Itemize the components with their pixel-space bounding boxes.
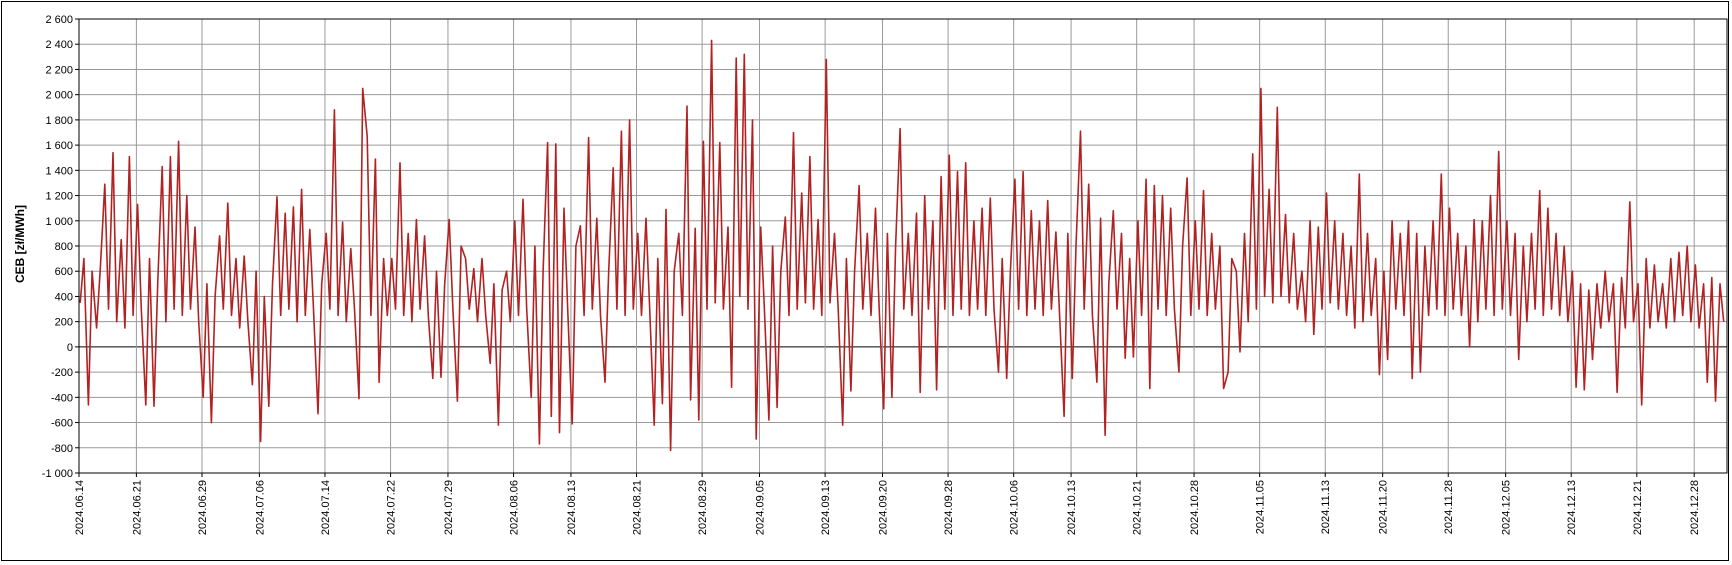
x-tick-label: 2024.11.20 xyxy=(1378,480,1390,534)
x-tick-label: 2024.06.29 xyxy=(197,480,209,535)
x-tick-label: 2024.12.13 xyxy=(1566,480,1578,535)
plot-area-border xyxy=(78,18,1728,474)
x-tick-label: 2024.06.21 xyxy=(131,480,143,535)
x-tick-label: 2024.12.05 xyxy=(1501,480,1513,535)
x-tick-label: 2024.11.13 xyxy=(1320,480,1332,534)
x-tick-label: 2024.10.13 xyxy=(1066,480,1078,535)
x-tick-label: 2024.07.22 xyxy=(386,480,398,535)
y-axis-label: CEB [zł/MWh] xyxy=(13,205,27,283)
x-tick-label: 2024.11.05 xyxy=(1255,480,1267,534)
series-layer xyxy=(79,39,1725,452)
x-tick-label: 2024.08.29 xyxy=(697,480,709,535)
y-tick-label: 1 400 xyxy=(45,165,73,177)
y-tick-label: 1 600 xyxy=(45,140,73,152)
x-tick-label: 2024.09.20 xyxy=(878,480,890,535)
x-tick-label: 2024.10.06 xyxy=(1009,480,1021,535)
series-line xyxy=(79,39,1725,452)
x-tick-label: 2024.09.13 xyxy=(820,480,832,535)
y-tick-label: -400 xyxy=(51,392,73,404)
y-tick-label: -600 xyxy=(51,418,73,430)
y-tick-label: -200 xyxy=(51,367,73,379)
x-tick-label: 2024.10.21 xyxy=(1132,480,1144,535)
x-tick-label: 2024.06.14 xyxy=(74,480,86,535)
y-axis-ticks: -1 000 -800 -600 -400 -200 0 200 400 600 800 1 000… xyxy=(42,14,79,480)
x-tick-label: 2024.11.28 xyxy=(1443,480,1455,534)
x-tick-label: 2024.07.14 xyxy=(320,480,332,535)
y-tick-label: 1 800 xyxy=(45,115,73,127)
x-tick-label: 2024.09.28 xyxy=(943,480,955,535)
y-tick-label: 1 200 xyxy=(45,191,73,203)
y-tick-label: 800 xyxy=(55,241,73,253)
x-tick-label: 2024.08.06 xyxy=(509,480,521,535)
y-tick-label: 2 400 xyxy=(45,39,73,51)
y-tick-label: 200 xyxy=(55,317,73,329)
y-tick-label: 2 200 xyxy=(45,64,73,76)
y-tick-label: 1 000 xyxy=(45,216,73,228)
y-tick-label: 2 600 xyxy=(45,14,73,26)
y-tick-label: 2 000 xyxy=(45,90,73,102)
x-tick-label: 2024.07.29 xyxy=(443,480,455,535)
x-tick-label: 2024.07.06 xyxy=(254,480,266,535)
x-tick-label: 2024.12.21 xyxy=(1632,480,1644,535)
y-tick-label: -800 xyxy=(51,443,73,455)
x-tick-label: 2024.12.28 xyxy=(1689,480,1701,535)
y-tick-label: 400 xyxy=(55,291,73,303)
y-tick-label: -1 000 xyxy=(42,468,73,480)
x-tick-label: 2024.09.05 xyxy=(755,480,767,535)
x-tick-label: 2024.10.28 xyxy=(1189,480,1201,535)
y-tick-label: 0 xyxy=(67,342,73,354)
x-tick-label: 2024.08.21 xyxy=(632,480,644,535)
x-tick-label: 2024.08.13 xyxy=(566,480,578,535)
y-tick-label: 600 xyxy=(55,266,73,278)
x-axis-ticks: 2024.06.14 2024.06.21 2024.06.29 2024.07.06… xyxy=(74,473,1701,535)
